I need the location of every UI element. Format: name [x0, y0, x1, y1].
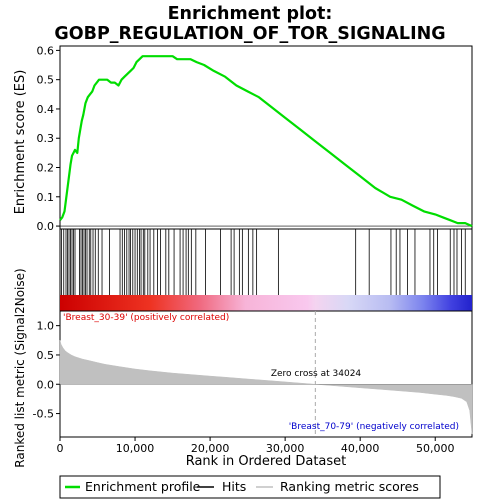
chart-title-line2: GOBP_REGULATION_OF_TOR_SIGNALING — [54, 24, 445, 44]
x-tick-label: 20,000 — [191, 442, 230, 455]
metric-y-tick-label: -0.5 — [33, 408, 54, 421]
legend-enrichment-label: Enrichment profile — [85, 479, 201, 494]
positive-correlation-label: 'Breast_30-39' (positively correlated) — [63, 313, 229, 323]
x-tick-label: 10,000 — [116, 442, 155, 455]
metric-y-axis: -0.5 0.0 0.5 1.0 — [33, 320, 60, 421]
metric-y-axis-title: Ranked list metric (Signal2Noise) — [13, 268, 27, 467]
es-y-tick-label: 0.0 — [37, 220, 55, 233]
zero-cross-label: Zero cross at 34024 — [271, 369, 362, 379]
rank-color-band — [60, 295, 472, 311]
x-tick-label: 50,000 — [416, 442, 455, 455]
x-axis: 0 10,000 20,000 30,000 40,000 50,000 — [57, 437, 455, 455]
es-y-axis: 0.0 0.1 0.2 0.3 0.4 0.5 0.6 — [37, 44, 60, 233]
es-y-axis-title: Enrichment score (ES) — [13, 70, 28, 215]
negative-correlation-label: 'Breast_70-79' (negatively correlated) — [289, 422, 459, 432]
es-y-tick-label: 0.1 — [37, 191, 55, 204]
legend-box — [59, 475, 441, 499]
es-y-tick-label: 0.5 — [37, 74, 55, 87]
legend-metric-label: Ranking metric scores — [280, 479, 419, 494]
x-tick-label: 0 — [57, 442, 64, 455]
es-series-group — [59, 55, 473, 228]
es-y-tick-label: 0.3 — [37, 132, 55, 145]
es-y-tick-label: 0.6 — [37, 44, 55, 57]
legend-hits-label: Hits — [222, 479, 246, 494]
x-axis-title: Rank in Ordered Dataset — [186, 454, 347, 469]
es-line — [59, 55, 473, 228]
es-y-tick-label: 0.2 — [37, 162, 55, 175]
es-y-tick-label: 0.4 — [37, 103, 55, 116]
metric-series-group — [59, 340, 473, 435]
metric-area — [59, 340, 473, 435]
hit-marks-group — [61, 229, 466, 295]
chart-title-line1: Enrichment plot: — [168, 4, 333, 24]
metric-y-tick-label: 1.0 — [37, 320, 55, 333]
metric-y-tick-label: 0.0 — [37, 378, 55, 391]
es-panel-frame — [59, 45, 473, 230]
metric-y-tick-label: 0.5 — [37, 349, 55, 362]
x-tick-label: 40,000 — [341, 442, 380, 455]
x-tick-label: 30,000 — [266, 442, 305, 455]
